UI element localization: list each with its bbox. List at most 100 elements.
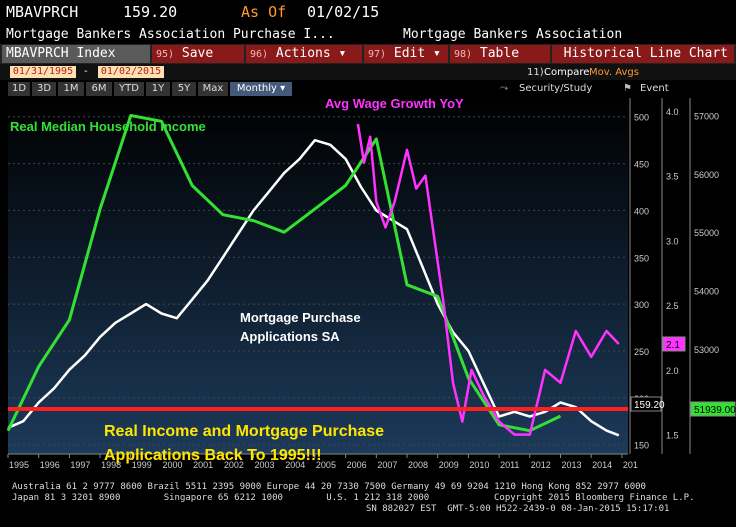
y-tick-label-wage: 3.5: [666, 172, 679, 182]
income-annotation: Real Median Household Income: [10, 119, 206, 134]
x-tick-label: 1999: [132, 460, 152, 470]
save-as-button[interactable]: 95) Save As...: [152, 45, 244, 80]
historical-line-chart: 1995 1996 1997 1998 1999 2000 2001 2002 2003 2004…: [6, 98, 736, 470]
y-tick-label-income: 57000: [694, 112, 719, 122]
period-3d-tab[interactable]: 3D: [32, 82, 56, 96]
chevron-down-icon: ▾: [338, 46, 347, 61]
wage-last-value-box: [662, 336, 686, 352]
compare-num: 11): [527, 67, 544, 78]
series-line-income: [6, 114, 562, 433]
actions-label: Actions: [275, 46, 331, 61]
x-tick-label: 2007: [377, 460, 397, 470]
y-tick-label-mortgage: 450: [634, 160, 649, 170]
plot-area: [8, 98, 628, 454]
y-tick-label-wage: 3.0: [666, 236, 679, 246]
x-tick-label: 2010: [469, 460, 489, 470]
quote-header: MBAVPRCH 159.20 As Of 01/02/15: [0, 0, 736, 24]
series-line-wage: [356, 123, 620, 436]
x-tick-label: 2008: [408, 460, 428, 470]
y-tick-label-mortgage: 400: [634, 206, 649, 216]
chart-tool-icon[interactable]: ⤳: [500, 83, 508, 94]
ticker: MBAVPRCH: [6, 3, 79, 21]
date-range-bar: 01/31/1995 - 01/02/2015 11) Compare Mov.…: [0, 64, 736, 80]
period-1d-tab[interactable]: 1D: [8, 82, 30, 96]
x-tick-label: 1996: [40, 460, 60, 470]
x-tick-label: 2013: [561, 460, 581, 470]
period-bar: 1D 3D 1M 6M YTD 1Y 5Y Max Monthly ▾ ⤳ Se…: [0, 80, 736, 98]
headline-line1: Real Income and Mortgage Purchase: [104, 423, 384, 440]
y-tick-label-mortgage: 350: [634, 253, 649, 263]
chart-type-title: Historical Line Chart: [552, 45, 734, 63]
footer-session-info: SN 882027 EST GMT-5:00 H522-2439-0 08-Ja…: [366, 504, 670, 514]
income-last-value: 51939.00: [694, 405, 736, 416]
end-date-field[interactable]: 01/02/2015: [98, 66, 164, 78]
income-last-value-box: [690, 401, 736, 417]
table-num: 98): [454, 49, 473, 60]
function-toolbar: MBAVPRCH Index 95) Save As... 96) Action…: [0, 44, 736, 80]
y-tick-label-income: 54000: [694, 287, 719, 297]
x-tick-label: 2009: [439, 460, 459, 470]
frequency-label: Monthly: [236, 83, 277, 94]
y-tick-label-wage: 2.0: [666, 366, 679, 376]
x-tick-label: 2006: [347, 460, 367, 470]
y-axis-income: 53000 54000 55000 56000 57000: [689, 98, 719, 454]
wage-annotation: Avg Wage Growth YoY: [325, 98, 464, 111]
x-tick-label: 2005: [316, 460, 336, 470]
x-tick-label: 2012: [531, 460, 551, 470]
as-of-label: As Of: [241, 3, 287, 21]
date-separator: -: [84, 66, 88, 77]
frequency-dropdown[interactable]: Monthly ▾: [230, 82, 292, 96]
index-label: MBAVPRCH Index: [6, 46, 116, 61]
period-6m-tab[interactable]: 6M: [86, 82, 112, 96]
y-tick-label-wage: 2.5: [666, 301, 679, 311]
table-label: Table: [479, 46, 520, 61]
edit-button[interactable]: 97) Edit ▾: [364, 45, 448, 63]
start-date-field[interactable]: 01/31/1995: [10, 66, 76, 78]
y-tick-label-income: 56000: [694, 170, 719, 180]
period-1y-tab[interactable]: 1Y: [146, 82, 170, 96]
y-axis-wage: 1.5 2.0 2.5 3.0 3.5 4.0: [661, 98, 679, 454]
mortgage-last-value-box: [630, 396, 662, 412]
gridlines: [8, 116, 628, 446]
mortgage-last-value: 159.20: [634, 400, 665, 411]
chevron-down-icon: ▾: [280, 83, 286, 94]
edit-label: Edit: [393, 46, 426, 61]
event-button[interactable]: Event: [640, 83, 669, 94]
x-tick-label: 2002: [224, 460, 244, 470]
mov-avgs-link[interactable]: Mov. Avgs: [589, 67, 639, 78]
event-icon: ⚑: [623, 83, 632, 94]
value-labels: 159.20 2.1 51939.00: [630, 336, 736, 417]
y-tick-label-income: 55000: [694, 228, 719, 238]
x-tick-label: 1997: [70, 460, 90, 470]
data-source: Mortgage Bankers Association: [403, 27, 623, 42]
y-tick-label-mortgage: 500: [634, 113, 649, 123]
actions-button[interactable]: 96) Actions ▾: [246, 45, 362, 63]
save-num: 95): [156, 49, 175, 60]
headline-line2: Applications Back To 1995!!!: [104, 447, 322, 464]
x-tick-label: 2004: [285, 460, 305, 470]
y-tick-label-mortgage: 300: [634, 300, 649, 310]
period-5y-tab[interactable]: 5Y: [172, 82, 196, 96]
y-tick-label-wage: 1.5: [666, 431, 679, 441]
security-study-button[interactable]: Security/Study: [519, 83, 593, 94]
as-of-date: 01/02/15: [307, 3, 380, 21]
y-tick-label-mortgage: 150: [634, 441, 649, 451]
period-1m-tab[interactable]: 1M: [58, 82, 84, 96]
compare-link[interactable]: Compare: [544, 67, 590, 78]
security-name: Mortgage Bankers Association Purchase I.…: [6, 27, 335, 42]
footer-copyright: Copyright 2015 Bloomberg Finance L.P.: [494, 493, 695, 503]
mortgage-annotation-line2: Applications SA: [240, 329, 340, 344]
x-tick-label: 1995: [9, 460, 29, 470]
wage-last-value: 2.1: [666, 340, 680, 351]
footer-contacts-line1: Australia 61 2 9777 8600 Brazil 5511 239…: [12, 482, 646, 492]
x-tick-label: 2000: [162, 460, 182, 470]
x-axis: 1995 1996 1997 1998 1999 2000 2001 2002 2003 2004…: [7, 453, 638, 470]
x-tick-label: 2014: [592, 460, 612, 470]
edit-num: 97): [368, 49, 387, 60]
period-max-tab[interactable]: Max: [198, 82, 228, 96]
security-description: Mortgage Bankers Association Purchase I.…: [0, 24, 736, 44]
table-button[interactable]: 98) Table: [450, 45, 550, 63]
index-field[interactable]: MBAVPRCH Index: [2, 45, 150, 63]
period-ytd-tab[interactable]: YTD: [114, 82, 144, 96]
x-tick-label: 2003: [255, 460, 275, 470]
